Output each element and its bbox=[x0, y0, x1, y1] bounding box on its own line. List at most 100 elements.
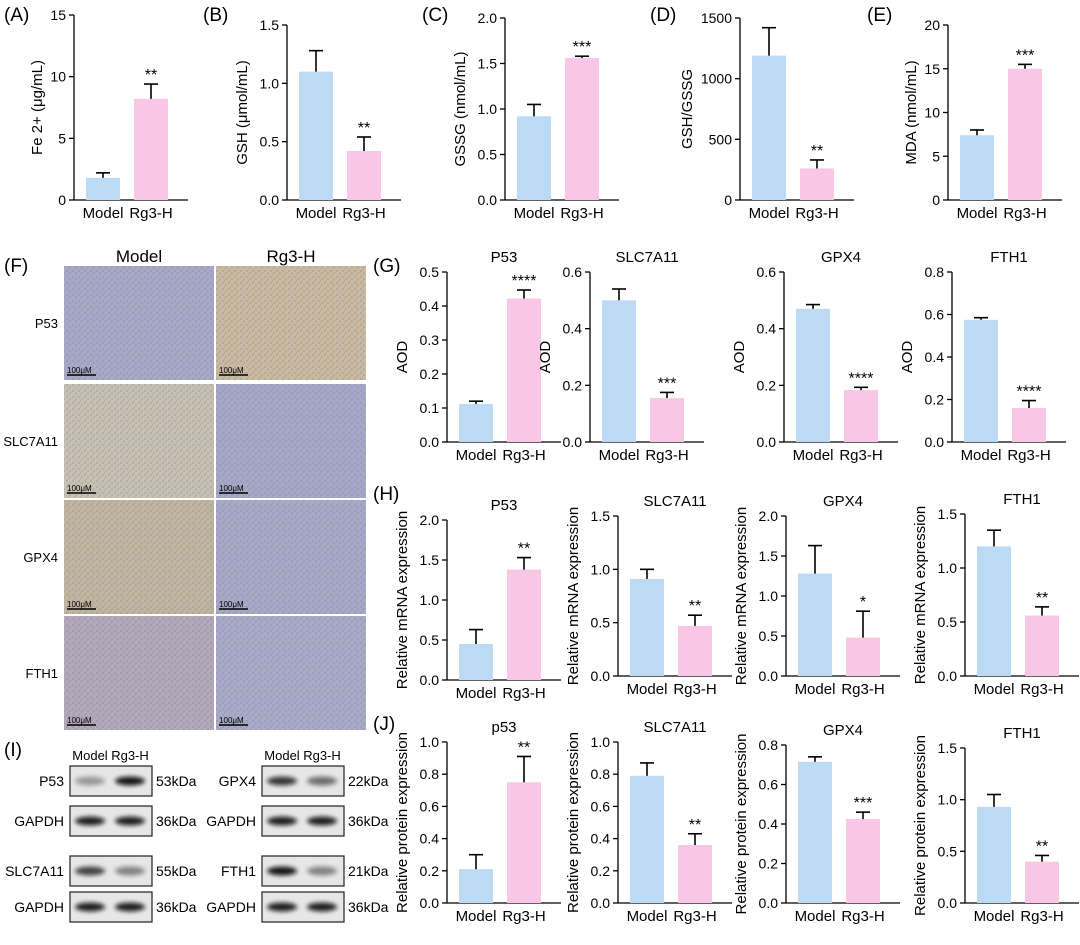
panel-letter-G1: (G) bbox=[373, 256, 400, 277]
wb-kda-0-protein: 53kDa bbox=[156, 773, 197, 789]
chart-C: (C) 0.0 0.5 1.0 1.5 2.0 GSSG (nmol/mL) Model ***… bbox=[422, 5, 619, 222]
y-tick-label-J4-1: 0.5 bbox=[938, 843, 958, 859]
y-label-G1: AOD bbox=[394, 341, 411, 374]
chart-J2: SLC7A11 0.0 0.2 0.4 0.6 0.8 1.0 Relative protei… bbox=[565, 719, 732, 925]
panel-letter-J1: (J) bbox=[373, 714, 395, 735]
y-tick-label-J1-3: 0.6 bbox=[420, 798, 440, 814]
y-label-J3: Relative protein expression bbox=[733, 734, 750, 915]
significance-E-1: *** bbox=[1016, 47, 1035, 64]
wb-band-3-protein-0 bbox=[267, 866, 297, 876]
wb-band-3-loading-0 bbox=[267, 902, 297, 912]
x-tick-label-H1-1: Rg3-H bbox=[502, 685, 545, 702]
chart-title-H1: P53 bbox=[491, 497, 518, 514]
y-tick-label-H4-0: 0.0 bbox=[938, 668, 958, 684]
y-tick-label-J2-5: 1.0 bbox=[591, 734, 611, 750]
x-tick-label-G2-0: Model bbox=[599, 447, 640, 464]
y-tick-label-E-3: 15 bbox=[924, 61, 940, 77]
x-tick-label-H3-1: Rg3-H bbox=[841, 681, 884, 698]
ihc-texture-3-0 bbox=[64, 616, 214, 730]
y-label-D: GSH/GSSG bbox=[679, 69, 696, 149]
bar-H4-rg3h bbox=[1025, 615, 1059, 676]
chart-E: (E) 0 5 10 15 20 MDA (nmol/mL) Model *** Rg3-H bbox=[867, 5, 1062, 222]
bar-J3-rg3h bbox=[846, 819, 880, 903]
y-tick-label-D-1: 500 bbox=[709, 131, 733, 147]
y-tick-label-J1-4: 0.8 bbox=[420, 766, 440, 782]
y-tick-label-J3-3: 0.6 bbox=[759, 777, 779, 793]
x-tick-label-J4-0: Model bbox=[974, 908, 1015, 925]
wb-kda-1-protein: 22kDa bbox=[348, 773, 389, 789]
chart-G1: (G) P53 0.0 0.1 0.2 0.3 0.4 0.5 AOD Model **** Rg3-… bbox=[373, 249, 561, 464]
y-tick-label-A-3: 15 bbox=[50, 7, 66, 23]
y-tick-label-C-0: 0.0 bbox=[478, 192, 498, 208]
ihc-texture-2-1 bbox=[216, 500, 366, 614]
chart-H3: GPX4 0.0 0.5 1.0 1.5 2.0 Relative mRNA express… bbox=[733, 493, 900, 698]
y-tick-label-G2-0: 0.0 bbox=[563, 434, 583, 450]
wb-band-2-loading-0 bbox=[75, 902, 105, 912]
bar-J1-rg3h bbox=[507, 782, 541, 903]
ihc-texture-1-1 bbox=[216, 384, 366, 498]
scale-bar-label-0-0: 100μM bbox=[67, 366, 92, 375]
x-tick-label-J2-0: Model bbox=[627, 908, 668, 925]
scale-bar-label-1-1: 100μM bbox=[219, 484, 244, 493]
bar-H1-rg3h bbox=[507, 569, 541, 680]
y-label-J2: Relative protein expression bbox=[565, 732, 582, 913]
y-label-C: GSSG (nmol/mL) bbox=[452, 51, 469, 166]
y-tick-label-G3-2: 0.4 bbox=[757, 321, 777, 337]
y-tick-label-G1-1: 0.1 bbox=[420, 400, 440, 416]
y-tick-label-G1-2: 0.2 bbox=[420, 366, 440, 382]
significance-A-1: ** bbox=[145, 67, 157, 84]
wb-band-3-loading-1 bbox=[307, 902, 337, 912]
wb-band-1-protein-0 bbox=[267, 776, 297, 786]
ihc-texture-0-1 bbox=[216, 266, 366, 380]
y-label-A: Fe 2+ (μg/mL) bbox=[29, 60, 46, 155]
x-tick-label-G3-0: Model bbox=[793, 447, 834, 464]
bar-J4-rg3h bbox=[1025, 861, 1059, 903]
x-tick-label-H2-1: Rg3-H bbox=[673, 681, 716, 698]
bar-G2-model bbox=[602, 300, 636, 442]
x-tick-label-G1-1: Rg3-H bbox=[502, 447, 545, 464]
wb-label-3-protein: FTH1 bbox=[221, 863, 256, 879]
y-tick-label-H2-2: 1.0 bbox=[591, 561, 611, 577]
y-tick-label-H3-3: 1.5 bbox=[759, 548, 779, 564]
panel-letter-C: (C) bbox=[422, 5, 448, 26]
y-tick-label-J1-0: 0.0 bbox=[420, 895, 440, 911]
bar-E-model bbox=[960, 135, 994, 200]
ihc-row-label-2: GPX4 bbox=[23, 550, 58, 565]
y-tick-label-D-0: 0 bbox=[724, 192, 732, 208]
bar-C-model bbox=[517, 116, 551, 200]
y-tick-label-G3-3: 0.6 bbox=[757, 264, 777, 280]
y-tick-label-G2-3: 0.6 bbox=[563, 264, 583, 280]
y-tick-label-J1-1: 0.2 bbox=[420, 863, 440, 879]
x-tick-label-H1-0: Model bbox=[456, 685, 497, 702]
x-tick-label-H4-1: Rg3-H bbox=[1020, 681, 1063, 698]
y-tick-label-A-1: 5 bbox=[58, 130, 66, 146]
chart-G3: GPX4 0.0 0.2 0.4 0.6 AOD Model **** Rg3-H bbox=[731, 249, 898, 464]
y-tick-label-D-2: 1000 bbox=[701, 71, 732, 87]
y-label-G2: AOD bbox=[537, 341, 554, 374]
bar-H3-rg3h bbox=[846, 637, 880, 676]
y-label-G3: AOD bbox=[731, 341, 748, 374]
bar-E-rg3h bbox=[1008, 68, 1042, 200]
bar-G3-rg3h bbox=[844, 390, 878, 442]
x-tick-label-D-1: Rg3-H bbox=[795, 205, 838, 222]
chart-G2: SLC7A11 0.0 0.2 0.4 0.6 AOD Model *** Rg3-H bbox=[537, 249, 704, 464]
panel-letter-E: (E) bbox=[867, 5, 892, 26]
y-label-H2: Relative mRNA expression bbox=[565, 507, 582, 685]
significance-J4-1: ** bbox=[1036, 838, 1048, 855]
y-tick-label-G4-2: 0.4 bbox=[925, 349, 945, 365]
x-tick-label-J4-1: Rg3-H bbox=[1020, 908, 1063, 925]
ihc-texture-1-0 bbox=[64, 384, 214, 498]
wb-header-rg3h-0: Rg3-H bbox=[111, 748, 149, 763]
chart-title-G1: P53 bbox=[491, 249, 518, 266]
y-tick-label-G1-3: 0.3 bbox=[420, 332, 440, 348]
y-tick-label-J3-2: 0.4 bbox=[759, 816, 779, 832]
significance-G3-1: **** bbox=[849, 370, 874, 387]
significance-C-1: *** bbox=[573, 39, 592, 56]
y-label-H3: Relative mRNA expression bbox=[733, 507, 750, 685]
y-label-G4: AOD bbox=[899, 341, 916, 374]
bar-G4-model bbox=[964, 319, 998, 442]
bar-H2-model bbox=[630, 578, 664, 676]
y-tick-label-D-3: 1500 bbox=[701, 10, 732, 26]
y-tick-label-J1-2: 0.4 bbox=[420, 831, 440, 847]
